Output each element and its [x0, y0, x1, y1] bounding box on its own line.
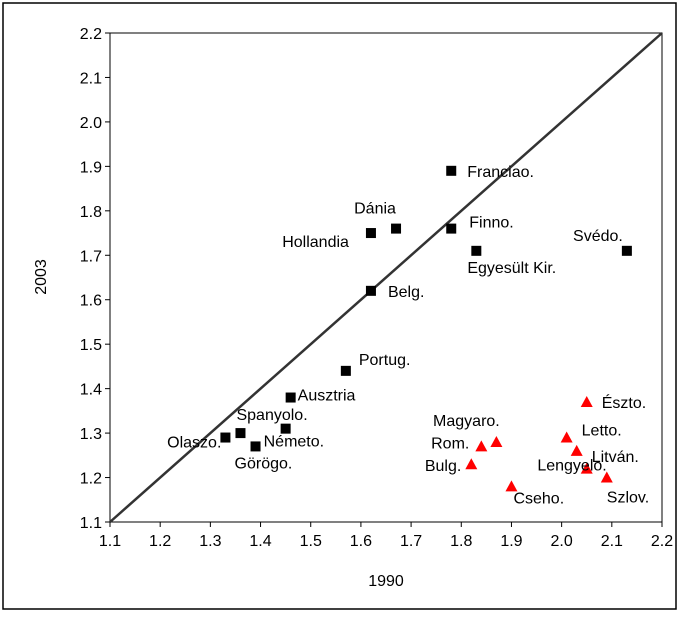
point-label: Franciao.: [467, 164, 534, 181]
point: [220, 432, 231, 443]
point-label: Dánia: [354, 201, 396, 218]
point: [391, 223, 402, 234]
point-label: Görögo.: [235, 455, 293, 472]
y-tick-label: 1.7: [80, 248, 102, 265]
point: [446, 223, 457, 234]
point-label: Letto.: [582, 423, 622, 440]
point-label: Hollandia: [282, 234, 349, 251]
x-tick-label: 2.1: [601, 533, 623, 550]
point: [250, 441, 261, 452]
point-label: Magyaro.: [433, 413, 500, 430]
point: [280, 423, 291, 434]
point: [475, 440, 488, 452]
point-label: Finno.: [469, 215, 513, 232]
point: [465, 458, 478, 470]
point-label: Portug.: [359, 352, 411, 369]
plot-area: [109, 32, 663, 523]
y-tick-label: 2.0: [80, 115, 102, 132]
point: [570, 444, 583, 456]
x-tick-label: 1.8: [450, 533, 472, 550]
x-tick-label: 1.4: [249, 533, 271, 550]
x-tick-label: 2.0: [551, 533, 573, 550]
x-tick-label: 1.3: [199, 533, 221, 550]
point: [560, 431, 573, 443]
point: [340, 365, 351, 376]
y-tick-label: 1.9: [80, 159, 102, 176]
y-tick-label: 1.6: [80, 293, 102, 310]
point: [600, 471, 613, 483]
point-label: Lengyelo.: [537, 458, 606, 475]
point-label: Litván.: [592, 449, 639, 466]
point-label: Szlov.: [607, 490, 649, 507]
chart-border: [2, 2, 677, 610]
point: [446, 165, 457, 176]
y-tick-label: 1.4: [80, 382, 102, 399]
point-label: Egyesült Kir.: [467, 260, 556, 277]
point-label: Bulg.: [425, 458, 461, 475]
x-tick-label: 1.1: [99, 533, 121, 550]
point-label: Németo.: [264, 434, 324, 451]
y-tick-label: 1.5: [80, 337, 102, 354]
y-tick-label: 1.8: [80, 204, 102, 221]
y-axis-title: 2003: [33, 259, 50, 295]
x-tick-label: 1.5: [300, 533, 322, 550]
point: [505, 480, 518, 492]
x-tick-label: 1.6: [350, 533, 372, 550]
point-label: Olaszo.: [167, 435, 221, 452]
point: [471, 245, 482, 256]
point: [621, 245, 632, 256]
y-tick-label: 1.1: [80, 515, 102, 532]
point-label: Rom.: [431, 435, 469, 452]
y-tick-label: 1.3: [80, 426, 102, 443]
x-tick-label: 1.7: [400, 533, 422, 550]
point-label: Belg.: [388, 284, 424, 301]
diagonal-line: [109, 32, 663, 523]
point-label: Észto.: [602, 393, 646, 412]
y-tick-label: 2.2: [80, 26, 102, 43]
point-label: Svédo.: [573, 228, 623, 245]
point: [365, 285, 376, 296]
x-tick-label: 1.9: [500, 533, 522, 550]
x-tick-label: 1.2: [149, 533, 171, 550]
point: [580, 395, 593, 407]
point-label: Spanyolo.: [236, 407, 307, 424]
point: [285, 392, 296, 403]
point-label: Cseho.: [513, 490, 564, 507]
point: [490, 435, 503, 447]
point: [580, 462, 593, 474]
x-tick-label: 2.2: [651, 533, 673, 550]
point: [365, 228, 376, 239]
y-tick-label: 1.2: [80, 471, 102, 488]
x-axis-title: 1990: [368, 573, 404, 590]
point-label: Ausztria: [298, 388, 356, 405]
y-tick-label: 2.1: [80, 70, 102, 87]
point: [235, 428, 246, 439]
